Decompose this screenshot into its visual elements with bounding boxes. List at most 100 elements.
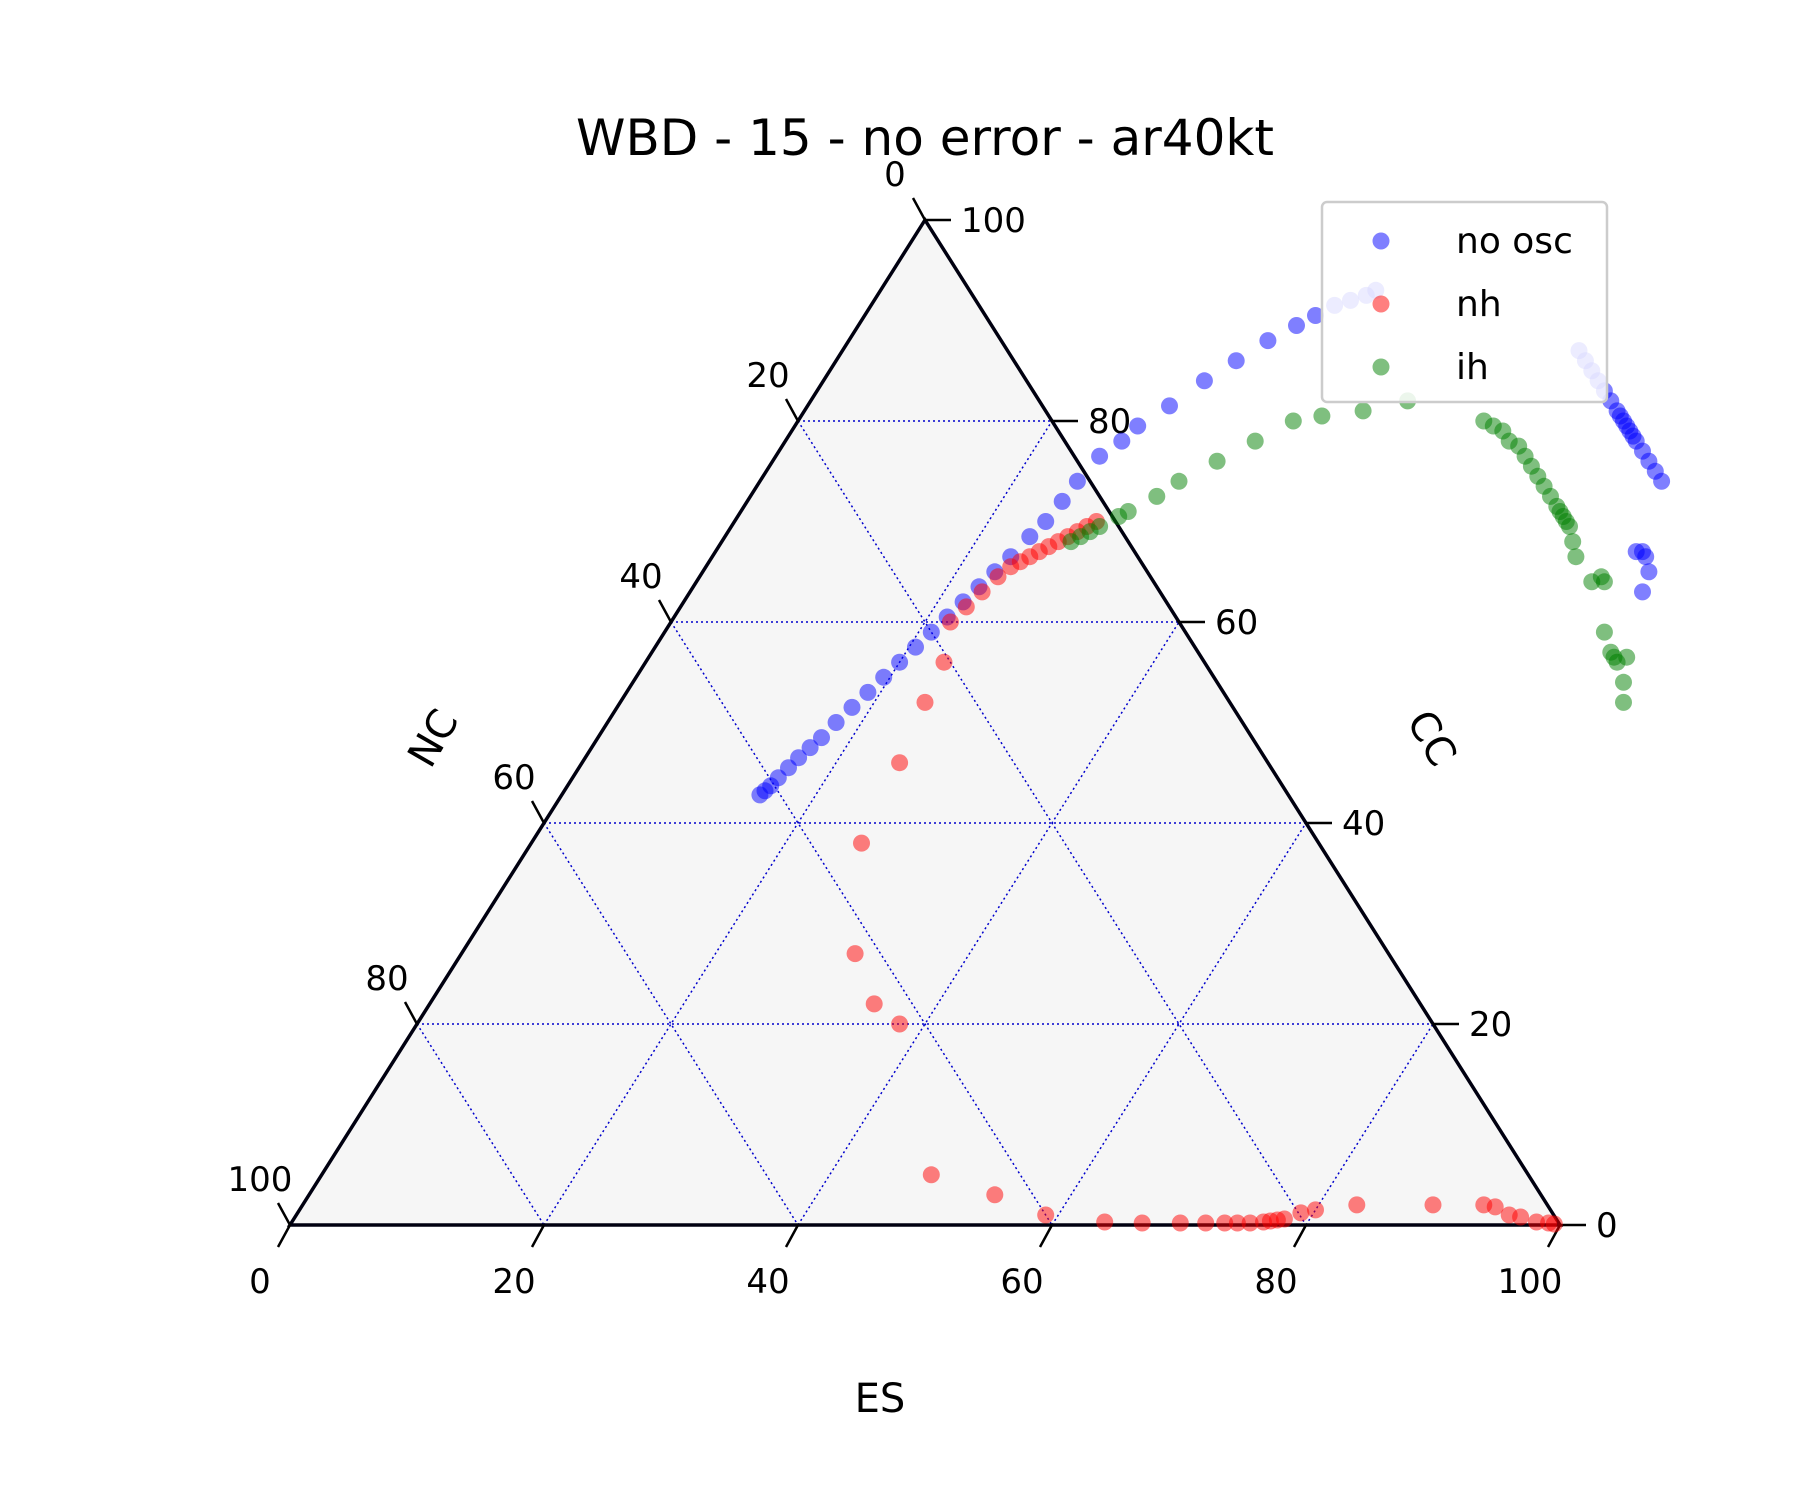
legend: no osc nh ih (1320, 200, 1609, 404)
point-ih (1354, 402, 1372, 420)
point-ih (1595, 573, 1613, 591)
tick-label-cc: 100 (961, 201, 1026, 241)
point-ih (1170, 472, 1188, 490)
legend-label: nh (1456, 284, 1502, 325)
point-nh (1133, 1214, 1151, 1232)
point-nh (1228, 1214, 1246, 1232)
point-no-osc (813, 729, 830, 747)
point-nh (1241, 1214, 1259, 1232)
tick-label-es: 40 (746, 1262, 789, 1302)
point-nh (865, 995, 883, 1013)
point-ih (1595, 623, 1613, 641)
tick-label-nc: 0 (884, 155, 906, 195)
point-nh (891, 1015, 909, 1033)
point-ih (1148, 487, 1166, 505)
tick-label-nc: 100 (228, 1160, 293, 1200)
tick-label-nc: 60 (492, 758, 535, 798)
point-no-osc (1637, 548, 1655, 566)
point-ih (1567, 548, 1585, 566)
point-nh (1424, 1196, 1442, 1214)
point-ih (1564, 533, 1582, 551)
tick-label-cc: 20 (1469, 1005, 1512, 1045)
point-no-osc (1195, 372, 1213, 390)
point-no-osc (1288, 317, 1305, 334)
tick-label-es: 60 (1000, 1262, 1043, 1302)
tick-label-nc: 40 (619, 557, 662, 597)
legend-box (1320, 200, 1609, 404)
grid-line (797, 621, 1180, 1226)
point-nh (1096, 1213, 1114, 1231)
tick-mark (276, 1202, 292, 1226)
point-no-osc (843, 698, 861, 716)
point-nh (1348, 1196, 1366, 1214)
point-nh (1275, 1210, 1293, 1228)
point-ih (1615, 673, 1632, 691)
point-ih (1246, 432, 1264, 450)
point-nh (1292, 1204, 1310, 1222)
tick-mark (911, 197, 927, 221)
point-no-osc (1227, 352, 1245, 370)
grid (416, 420, 1434, 1226)
point-no-osc (1653, 472, 1671, 490)
point-nh (1545, 1215, 1563, 1233)
legend-label: ih (1456, 347, 1489, 388)
point-no-osc (1634, 583, 1651, 601)
point-no-osc (922, 623, 940, 641)
axis-label-cc: CC (1397, 703, 1465, 774)
point-nh (957, 598, 975, 616)
tick-label-cc: 0 (1596, 1206, 1618, 1246)
point-nh (891, 754, 909, 772)
tick-mark (530, 800, 546, 824)
point-ih (1091, 518, 1109, 535)
point-no-osc (751, 786, 769, 804)
tick-mark (784, 398, 800, 422)
point-ih (1615, 693, 1632, 711)
point-no-osc (859, 683, 877, 701)
point-no-osc (1068, 472, 1086, 490)
point-nh (986, 1186, 1004, 1204)
point-ih (1313, 407, 1331, 425)
legend-marker (1372, 232, 1390, 250)
tick-label-es: 0 (249, 1262, 271, 1302)
axis-label-es: ES (855, 1376, 906, 1422)
point-ih (1618, 648, 1636, 666)
point-no-osc (827, 714, 845, 731)
point-no-osc (801, 739, 819, 757)
tick-label-es: 20 (492, 1262, 535, 1302)
point-nh (941, 613, 959, 631)
point-nh (935, 653, 953, 671)
tick-label-es: 100 (1498, 1262, 1563, 1302)
point-nh (916, 693, 934, 711)
legend-marker (1372, 295, 1390, 313)
point-nh (853, 834, 870, 852)
tick-label-nc: 20 (746, 356, 789, 396)
legend-marker (1372, 358, 1390, 376)
point-no-osc (1640, 563, 1658, 581)
triangle-frame (286, 216, 1564, 1227)
point-no-osc (891, 653, 909, 671)
point-no-osc (907, 638, 924, 656)
point-no-osc (1037, 513, 1055, 530)
plot-area (290, 220, 1560, 1225)
point-no-osc (1053, 492, 1071, 510)
point-no-osc (1021, 528, 1039, 546)
axis-label-nc: NC (399, 702, 468, 775)
point-no-osc (1259, 332, 1277, 350)
tick-label-nc: 80 (365, 959, 408, 999)
point-ih (1561, 518, 1578, 535)
tick-label-cc: 60 (1215, 603, 1258, 643)
point-nh (1307, 1201, 1324, 1219)
tick-label-cc: 40 (1342, 804, 1385, 844)
grid-line (1051, 822, 1307, 1226)
point-nh (1197, 1214, 1215, 1232)
tick-mark (403, 1001, 419, 1025)
point-nh (1037, 1206, 1055, 1224)
point-nh (846, 945, 864, 963)
tick-mark (784, 1224, 800, 1248)
point-ih (1208, 452, 1226, 470)
tick-label-es: 80 (1254, 1262, 1297, 1302)
point-no-osc (875, 668, 893, 686)
tick-mark (657, 599, 673, 623)
